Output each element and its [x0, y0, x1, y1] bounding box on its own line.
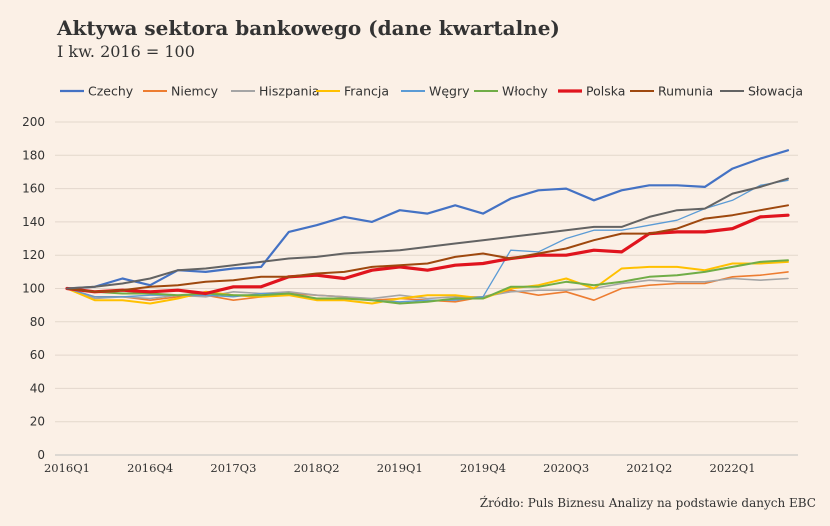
x-tick-label: 2016Q4	[127, 461, 173, 475]
y-tick-label: 120	[22, 248, 45, 262]
x-tick-label: 2020Q3	[543, 461, 589, 475]
y-axis-ticks: 0 20 40 60 80 100 120 140 160 180 200	[22, 115, 45, 462]
x-tick-label: 2016Q1	[44, 461, 90, 475]
gridlines	[55, 121, 798, 456]
series-line-francja	[66, 260, 789, 305]
chart-subtitle: I kw. 2016 = 100	[57, 42, 195, 61]
x-axis-ticks: 2016Q1 2016Q4 2017Q3 2018Q2 2019Q1 2019Q4 2020…	[44, 461, 756, 475]
legend-label: Polska	[586, 84, 625, 99]
legend-label: Włochy	[502, 84, 548, 99]
legend-label: Węgry	[429, 84, 470, 99]
legend-label: Słowacja	[748, 84, 803, 99]
legend-label: Rumunia	[658, 84, 713, 99]
legend: Czechy Niemcy Hiszpania Francja Węgry Włochy P…	[60, 84, 803, 99]
series-line-czechy	[65, 149, 790, 290]
series-line-polska	[65, 213, 790, 296]
x-tick-label: 2019Q1	[377, 461, 423, 475]
x-tick-label: 2017Q3	[210, 461, 256, 475]
y-tick-label: 180	[22, 148, 45, 162]
y-tick-label: 160	[22, 182, 45, 196]
x-tick-label: 2022Q1	[710, 461, 756, 475]
y-tick-label: 20	[30, 415, 45, 429]
chart-title: Aktywa sektora bankowego (dane kwartalne…	[57, 16, 560, 40]
y-tick-label: 60	[30, 348, 45, 362]
legend-label: Hiszpania	[259, 84, 320, 99]
x-tick-label: 2021Q2	[626, 461, 672, 475]
source-note: Źródło: Puls Biznesu Analizy na podstawi…	[479, 496, 816, 510]
legend-label: Niemcy	[171, 84, 219, 99]
legend-label: Czechy	[88, 84, 134, 99]
y-tick-label: 100	[22, 282, 45, 296]
y-tick-label: 0	[37, 448, 45, 462]
series-line-rumunia	[66, 204, 789, 293]
y-tick-label: 40	[30, 381, 45, 395]
series-line-włochy	[66, 259, 789, 305]
series-lines	[65, 149, 790, 305]
series-line-niemcy	[66, 271, 789, 303]
x-tick-label: 2018Q2	[294, 461, 340, 475]
legend-label: Francja	[344, 84, 389, 99]
y-tick-label: 200	[22, 115, 45, 129]
y-tick-label: 80	[30, 315, 45, 329]
series-line-słowacja	[66, 177, 789, 290]
x-tick-label: 2019Q4	[460, 461, 506, 475]
y-tick-label: 140	[22, 215, 45, 229]
